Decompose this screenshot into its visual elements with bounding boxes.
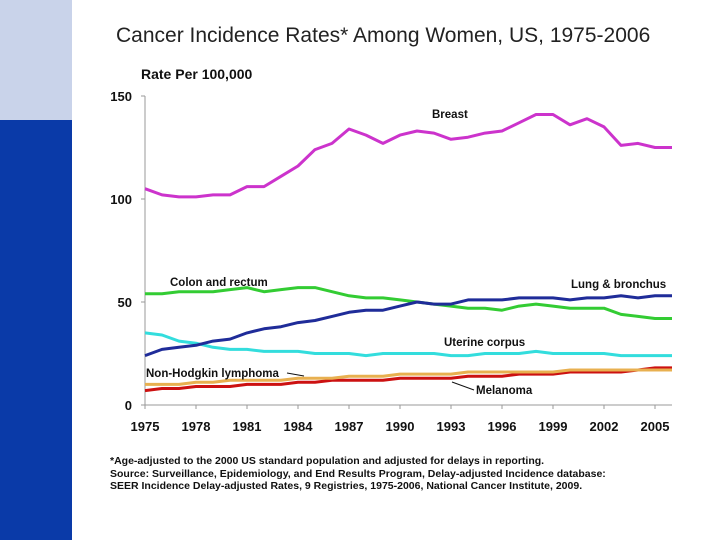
line-chart: Rate Per 100,000 0 50 100 150 1975 1978 1981 198… <box>110 66 672 434</box>
x-tick-label: 1981 <box>233 419 262 434</box>
series-line-uterine-corpus <box>144 331 672 358</box>
series-label-breast: Breast <box>432 109 468 121</box>
footnote-line-2: Source: Surveillance, Epidemiology, and … <box>110 467 606 480</box>
series-line-lung-bronchus <box>144 294 672 358</box>
series-line-melanoma <box>144 366 672 393</box>
y-tick-label: 100 <box>110 192 132 207</box>
y-tick-label: 150 <box>110 89 132 104</box>
x-tick-label: 2005 <box>641 419 670 434</box>
decorative-bar-light <box>0 0 72 120</box>
y-tick-label: 0 <box>125 398 132 413</box>
x-tick-label: 1978 <box>182 419 211 434</box>
series-label-melanoma: Melanoma <box>476 385 533 397</box>
series-label-lung-bronchus: Lung & bronchus <box>571 279 666 291</box>
series-label-uterine-corpus: Uterine corpus <box>444 337 525 349</box>
footnote-line-1: *Age-adjusted to the 2000 US standard po… <box>110 455 545 467</box>
series-line-breast <box>144 113 672 199</box>
x-tick-label: 2002 <box>590 419 619 434</box>
chart-title: Cancer Incidence Rates* Among Women, US,… <box>116 24 651 47</box>
x-tick-label: 1996 <box>488 419 517 434</box>
x-tick-label: 1993 <box>437 419 466 434</box>
series-label-colon-and-rectum: Colon and rectum <box>170 277 268 289</box>
series-label-non-hodgkin-lymphoma: Non-Hodgkin lymphoma <box>146 368 279 380</box>
leader-line-melanoma <box>451 381 475 391</box>
decorative-bar-dark <box>0 120 72 540</box>
y-tick-label: 50 <box>118 295 132 310</box>
y-axis-label: Rate Per 100,000 <box>141 66 253 82</box>
footnote: *Age-adjusted to the 2000 US standard po… <box>110 455 606 493</box>
footnote-line-3: SEER Incidence Delay-adjusted Rates, 9 R… <box>110 480 583 492</box>
leader-line-nhl <box>286 372 305 377</box>
x-tick-label: 1999 <box>539 419 568 434</box>
x-tick-label: 1990 <box>386 419 415 434</box>
series-line-non-hodgkin-lymphoma <box>145 368 672 386</box>
x-tick-label: 1975 <box>131 419 160 434</box>
x-tick-label: 1984 <box>284 419 314 434</box>
x-tick-label: 1987 <box>335 419 364 434</box>
series-line-colon-and-rectum <box>145 286 672 320</box>
